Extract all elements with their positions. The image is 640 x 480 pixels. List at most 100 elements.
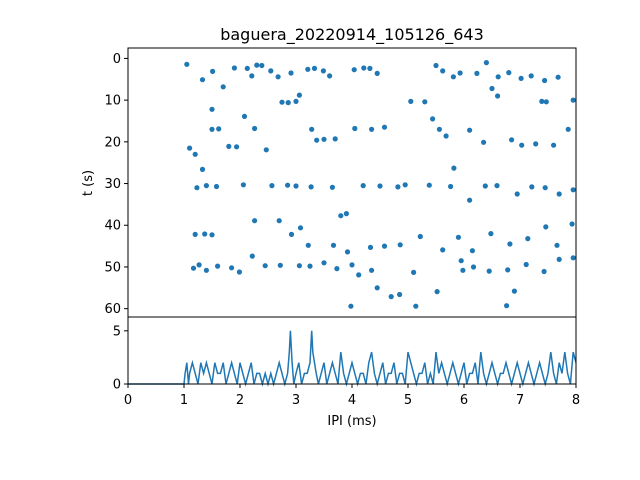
scatter-point xyxy=(231,65,237,71)
scatter-point xyxy=(430,116,436,122)
scatter-point xyxy=(254,62,260,68)
scatter-point xyxy=(460,267,466,273)
scatter-point xyxy=(467,197,473,203)
scatter-point xyxy=(249,73,255,79)
scatter-point xyxy=(469,248,475,254)
scatter-point xyxy=(434,289,440,295)
scatter-point xyxy=(209,106,215,112)
scatter-point xyxy=(486,268,492,274)
scatter-point xyxy=(482,183,488,189)
scatter-point xyxy=(288,231,295,237)
scatter-y-axis-ticks: 0 10 20 30 40 50 60 xyxy=(104,52,128,317)
y-tick-label: 20 xyxy=(104,135,121,150)
scatter-point xyxy=(433,62,439,69)
scatter-point xyxy=(296,263,302,269)
scatter-point xyxy=(351,67,357,73)
scatter-point xyxy=(542,77,548,84)
y-tick-label: 40 xyxy=(104,219,121,234)
scatter-point xyxy=(417,233,423,240)
scatter-point xyxy=(338,213,344,219)
y-tick-label: 0 xyxy=(113,378,121,393)
scatter-point xyxy=(309,126,315,132)
scatter-point xyxy=(187,145,193,151)
scatter-point xyxy=(349,262,355,268)
scatter-point xyxy=(196,262,202,268)
scatter-point xyxy=(293,98,299,104)
scatter-point xyxy=(252,218,258,224)
scatter-point xyxy=(329,184,335,190)
scatter-point xyxy=(249,253,255,259)
scatter-point xyxy=(467,127,473,133)
scatter-point xyxy=(495,74,501,80)
scatter-point xyxy=(234,144,240,150)
x-tick-label: 3 xyxy=(292,393,300,408)
scatter-point xyxy=(192,231,198,237)
scatter-point xyxy=(443,133,449,139)
scatter-point xyxy=(348,303,354,309)
y-tick-label: 5 xyxy=(113,324,121,339)
y-tick-label: 50 xyxy=(104,260,121,275)
scatter-point xyxy=(543,224,549,230)
scatter-point xyxy=(470,264,477,270)
scatter-point xyxy=(321,136,327,142)
scatter-point xyxy=(344,249,351,255)
scatter-point xyxy=(539,98,545,104)
scatter-point xyxy=(332,136,338,142)
scatter-point xyxy=(320,68,326,74)
scatter-point xyxy=(543,99,549,105)
scatter-point xyxy=(288,70,294,76)
scatter-point xyxy=(308,184,314,190)
scatter-point xyxy=(226,143,232,149)
scatter-point xyxy=(495,93,501,99)
scatter-point xyxy=(507,241,513,247)
scatter-point xyxy=(285,182,291,188)
scatter-point xyxy=(381,124,388,130)
scatter-point xyxy=(194,185,200,191)
scatter-point xyxy=(450,74,456,80)
scatter-point xyxy=(279,99,285,105)
scatter-y-axis-label: t (s) xyxy=(81,170,96,196)
x-tick-label: 6 xyxy=(460,393,468,408)
scatter-point xyxy=(388,294,394,300)
scatter-point xyxy=(240,182,246,188)
scatter-point xyxy=(570,97,576,103)
scatter-point xyxy=(369,267,375,273)
scatter-point xyxy=(381,243,388,249)
scatter-point xyxy=(451,165,457,171)
scatter-point xyxy=(556,191,562,197)
scatter-point xyxy=(397,291,403,298)
scatter-point xyxy=(190,265,197,271)
scatter-point xyxy=(506,70,512,76)
scatter-point xyxy=(229,265,235,271)
scatter-point xyxy=(519,142,525,148)
scatter-point xyxy=(440,68,446,74)
y-tick-label: 30 xyxy=(104,177,121,192)
scatter-point xyxy=(213,183,220,190)
scatter-point xyxy=(277,262,283,268)
scatter-point xyxy=(307,263,313,269)
scatter-point xyxy=(397,242,403,248)
histogram-y-axis-ticks: 05 xyxy=(113,324,128,393)
x-tick-label: 8 xyxy=(572,393,580,408)
scatter-point xyxy=(369,126,375,132)
scatter-point xyxy=(241,113,248,119)
chart-title: baguera_20220914_105126_643 xyxy=(220,25,484,45)
scatter-point xyxy=(210,68,216,74)
scatter-point xyxy=(262,263,268,269)
scatter-point xyxy=(511,288,517,294)
scatter-point xyxy=(556,256,562,262)
scatter-point xyxy=(514,191,520,197)
x-tick-label: 5 xyxy=(404,393,412,408)
scatter-point xyxy=(252,125,258,132)
scatter-point xyxy=(457,70,463,76)
histogram-x-axis-ticks: 0 1 2 3 4 5 6 7 8 xyxy=(124,384,580,408)
scatter-point xyxy=(330,242,337,248)
scatter-point xyxy=(184,61,190,67)
scatter-point xyxy=(199,77,206,83)
scatter-point xyxy=(422,99,428,105)
scatter-point xyxy=(361,65,367,71)
scatter-point xyxy=(555,74,561,80)
scatter-point xyxy=(533,141,539,147)
scatter-point xyxy=(455,234,461,240)
